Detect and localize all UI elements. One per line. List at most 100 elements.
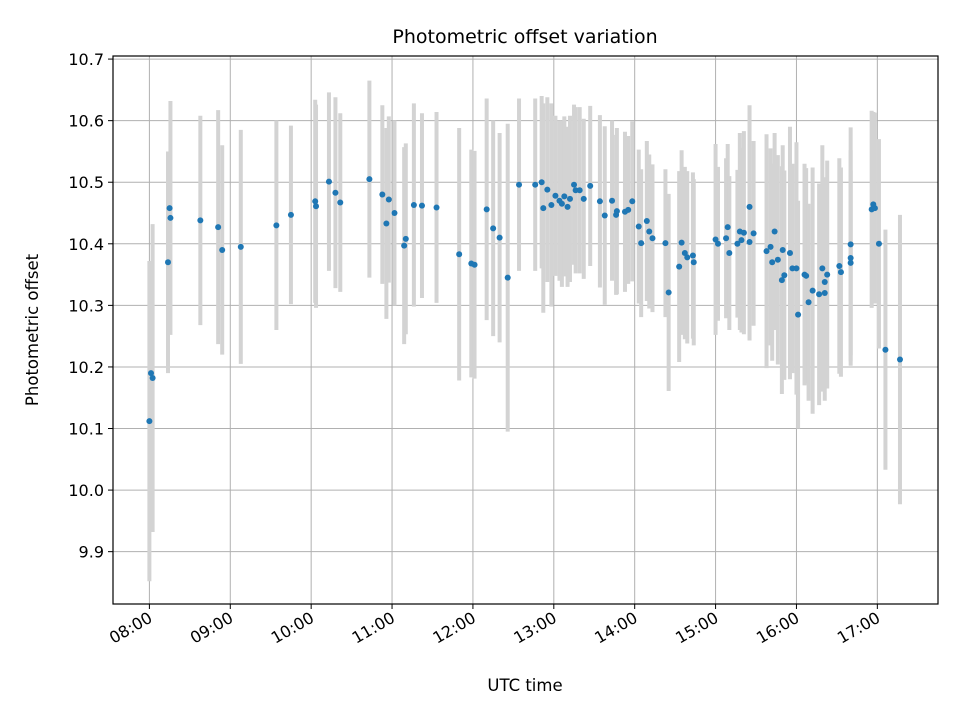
data-point [871,205,878,212]
data-point [540,205,547,212]
data-point [571,181,578,188]
data-point [847,259,854,266]
data-point [750,230,757,237]
data-point [538,179,545,186]
data-point [391,210,398,217]
y-tick-label: 10.6 [68,112,104,131]
data-point [738,237,745,244]
data-point [496,234,503,241]
data-point [237,243,244,250]
data-point [548,202,555,209]
data-point [566,195,573,202]
data-point [167,214,174,221]
data-point [558,200,565,207]
data-point [821,278,828,285]
y-tick-label: 10.2 [68,358,104,377]
data-point [504,274,511,281]
data-point [715,240,721,247]
data-point [587,182,594,189]
data-point [219,246,226,253]
data-point [332,189,339,196]
plot-frame [112,55,939,605]
data-point [580,195,587,202]
data-point [684,254,691,261]
data-point [767,243,774,250]
data-point [471,261,478,268]
data-point [795,311,802,318]
y-tick-label: 10.7 [68,50,104,69]
data-point [803,272,810,279]
data-point [778,277,785,284]
data-point [313,203,320,210]
data-point [819,265,826,272]
data-point [763,248,770,255]
data-point [793,265,800,272]
data-point [779,246,786,253]
data-points [146,176,903,425]
data-point [148,370,155,377]
data-point [561,193,568,200]
data-point [786,250,793,257]
data-point [609,197,616,204]
data-point [809,287,816,294]
data-point [821,290,828,297]
data-point [690,259,697,266]
data-point [746,203,753,210]
data-point [896,356,903,363]
y-tick-label: 10.1 [68,420,104,439]
data-point [774,256,781,263]
data-point [383,220,390,227]
data-point [726,250,733,257]
data-point [337,199,344,206]
data-point [401,242,408,249]
data-point [837,269,844,276]
data-point [418,202,425,209]
data-point [781,272,788,279]
y-tick-label: 10.0 [68,481,104,500]
data-point [312,198,319,205]
data-point [215,224,222,231]
data-point [769,259,776,266]
data-point [665,289,672,296]
chart-title: Photometric offset variation [392,26,657,48]
data-point [366,176,373,183]
data-point [646,228,653,235]
data-point [385,196,392,203]
data-point [544,186,551,193]
data-point [601,212,608,219]
data-point [740,229,747,236]
data-point [197,217,204,224]
data-point [613,208,620,215]
y-tick-label: 10.4 [68,235,104,254]
data-point [662,240,669,247]
data-point [410,202,417,209]
data-point [847,254,854,261]
data-point [882,346,889,353]
data-point [723,235,730,242]
data-point [847,241,854,248]
y-axis-label: Photometric offset [23,253,42,406]
x-axis-label: UTC time [487,676,562,695]
data-point [287,211,294,218]
y-tick-label: 10.5 [68,173,104,192]
data-point [596,198,603,205]
data-point [379,191,386,198]
data-point [836,262,843,269]
data-point [678,239,685,246]
data-point [273,222,280,229]
data-point [564,203,571,210]
data-point [771,228,778,235]
data-point [576,187,583,194]
data-point [456,251,463,258]
data-point [746,238,753,245]
data-point [532,181,539,188]
data-point [816,291,823,298]
data-point [676,263,683,270]
data-point [643,218,650,225]
data-point [638,240,645,247]
data-point [824,271,831,278]
data-point [402,235,409,242]
data-point [552,192,559,199]
data-point [146,418,153,425]
